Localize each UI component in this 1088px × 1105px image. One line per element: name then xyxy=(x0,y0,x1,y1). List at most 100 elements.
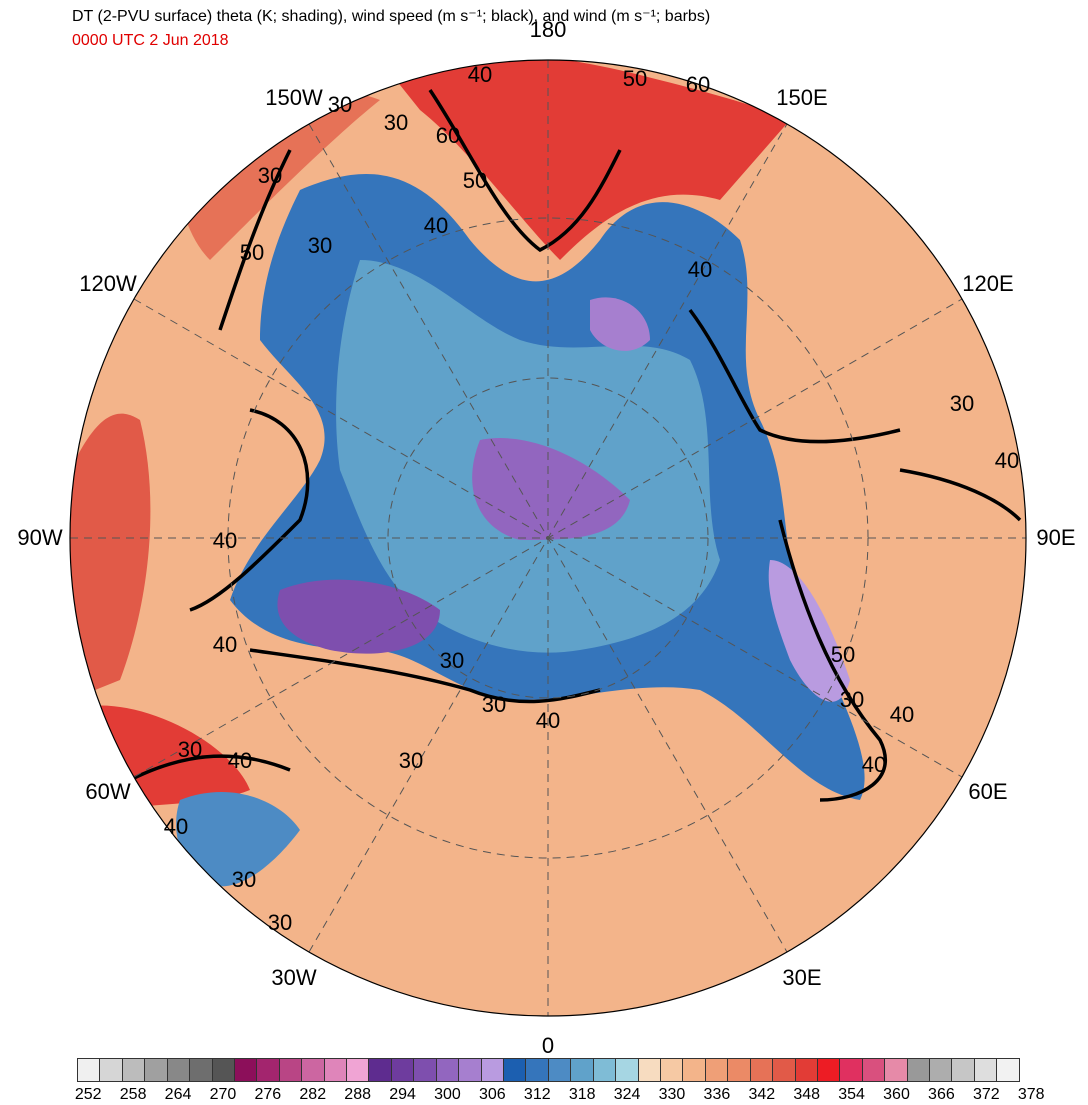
contour-label: 30 xyxy=(384,110,408,135)
colorbar-swatch xyxy=(347,1059,370,1081)
colorbar-swatch xyxy=(705,1059,729,1081)
colorbar-swatch xyxy=(907,1059,931,1081)
colorbar-swatch xyxy=(728,1059,751,1081)
contour-label: 40 xyxy=(862,752,886,777)
colorbar-swatch xyxy=(750,1059,774,1081)
colorbar-label: 312 xyxy=(523,1086,551,1103)
contour-label: 30 xyxy=(258,163,282,188)
contour-label: 40 xyxy=(164,814,188,839)
colorbar-label: 294 xyxy=(389,1086,416,1103)
contour-label: 40 xyxy=(536,708,560,733)
colorbar-swatch xyxy=(593,1059,617,1081)
colorbar-swatch xyxy=(840,1059,863,1081)
colorbar xyxy=(77,1058,1020,1082)
contour-label: 30 xyxy=(840,687,864,712)
contour-label: 30 xyxy=(482,692,506,717)
colorbar-swatch xyxy=(190,1059,213,1081)
colorbar-swatch xyxy=(683,1059,706,1081)
map-field xyxy=(70,60,1026,1016)
longitude-label: 120E xyxy=(962,271,1014,296)
longitude-label: 0 xyxy=(541,1033,555,1058)
colorbar-label: 258 xyxy=(119,1086,147,1103)
colorbar-label: 342 xyxy=(748,1086,776,1103)
warm-anomaly-west xyxy=(70,413,151,700)
longitude-label: 30W xyxy=(271,964,317,990)
colorbar-label: 276 xyxy=(254,1086,282,1103)
contour-label: 40 xyxy=(468,62,492,87)
colorbar-swatch xyxy=(930,1059,953,1081)
contour-label: 40 xyxy=(228,748,252,773)
colorbar-swatch xyxy=(436,1059,460,1081)
longitude-label: 120W xyxy=(79,271,137,296)
colorbar-swatch xyxy=(391,1059,415,1081)
colorbar-swatch xyxy=(369,1059,392,1081)
contour-label: 60 xyxy=(686,72,710,97)
colorbar-swatch xyxy=(997,1059,1019,1081)
colorbar-label: 306 xyxy=(479,1086,506,1103)
colorbar-swatch xyxy=(257,1059,280,1081)
contour-label: 30 xyxy=(950,391,974,416)
colorbar-swatch xyxy=(212,1059,235,1081)
colorbar-label: 252 xyxy=(74,1086,102,1103)
contour-label: 50 xyxy=(240,240,264,265)
cold-pool-center xyxy=(472,438,630,540)
contour-label: 30 xyxy=(399,748,423,773)
colorbar-swatch xyxy=(862,1059,886,1081)
colorbar-swatch xyxy=(167,1059,191,1081)
contour-label: 40 xyxy=(688,257,712,282)
contour-label: 30 xyxy=(178,737,202,762)
longitude-label: 30E xyxy=(782,964,822,990)
longitude-label: 90E xyxy=(1036,525,1076,550)
longitude-label: 90W xyxy=(17,525,63,550)
colorbar-swatch xyxy=(952,1059,975,1081)
colorbar-swatch xyxy=(885,1059,908,1081)
longitude-label: 150E xyxy=(776,85,828,111)
colorbar-swatch xyxy=(234,1059,258,1081)
colorbar-swatch xyxy=(481,1059,505,1081)
cold-pool-east xyxy=(768,560,850,702)
colorbar-swatch xyxy=(817,1059,841,1081)
contour-label: 30 xyxy=(328,92,352,117)
colorbar-label: 300 xyxy=(434,1086,461,1103)
colorbar-swatch xyxy=(571,1059,594,1081)
colorbar-label: 348 xyxy=(793,1086,821,1103)
contour-label: 40 xyxy=(995,448,1019,473)
colorbar-swatch xyxy=(526,1059,549,1081)
contour-label: 40 xyxy=(213,528,237,553)
colorbar-label: 360 xyxy=(883,1086,910,1103)
colorbar-swatch xyxy=(638,1059,661,1081)
colorbar-swatch xyxy=(616,1059,639,1081)
colorbar-label: 270 xyxy=(209,1086,237,1103)
contour-label: 30 xyxy=(232,867,256,892)
colorbar-swatch xyxy=(302,1059,325,1081)
longitude-label: 60W xyxy=(85,779,131,804)
contour-label: 50 xyxy=(623,66,647,91)
map-boundary xyxy=(69,59,1027,1017)
colorbar-swatch xyxy=(122,1059,146,1081)
contour-label: 40 xyxy=(424,213,448,238)
colorbar-label: 378 xyxy=(1017,1086,1045,1103)
graticule xyxy=(70,60,1026,1016)
colorbar-swatch xyxy=(660,1059,684,1081)
colorbar-labels: 252 258 264 270 276 282 288 294 300 306 312 318 324 3… xyxy=(74,1086,1045,1104)
colorbar-label: 336 xyxy=(703,1086,731,1103)
colorbar-swatch xyxy=(324,1059,348,1081)
warm-anomaly-north xyxy=(380,60,790,260)
colorbar-swatch xyxy=(795,1059,818,1081)
colorbar-swatch xyxy=(773,1059,796,1081)
colorbar-label: 282 xyxy=(299,1086,327,1103)
colorbar-label: 264 xyxy=(164,1086,192,1103)
colorbar-label: 330 xyxy=(658,1086,686,1103)
longitude-label: 150W xyxy=(265,85,323,111)
colorbar-swatch xyxy=(100,1059,123,1081)
colorbar-swatch xyxy=(414,1059,437,1081)
contour-label: 30 xyxy=(268,910,292,935)
contour-label: 40 xyxy=(213,632,237,657)
contour-label: 40 xyxy=(890,702,914,727)
colorbar-label: 318 xyxy=(568,1086,596,1103)
colorbar-swatch xyxy=(974,1059,998,1081)
colorbar-swatch xyxy=(504,1059,527,1081)
colorbar-swatch xyxy=(548,1059,572,1081)
